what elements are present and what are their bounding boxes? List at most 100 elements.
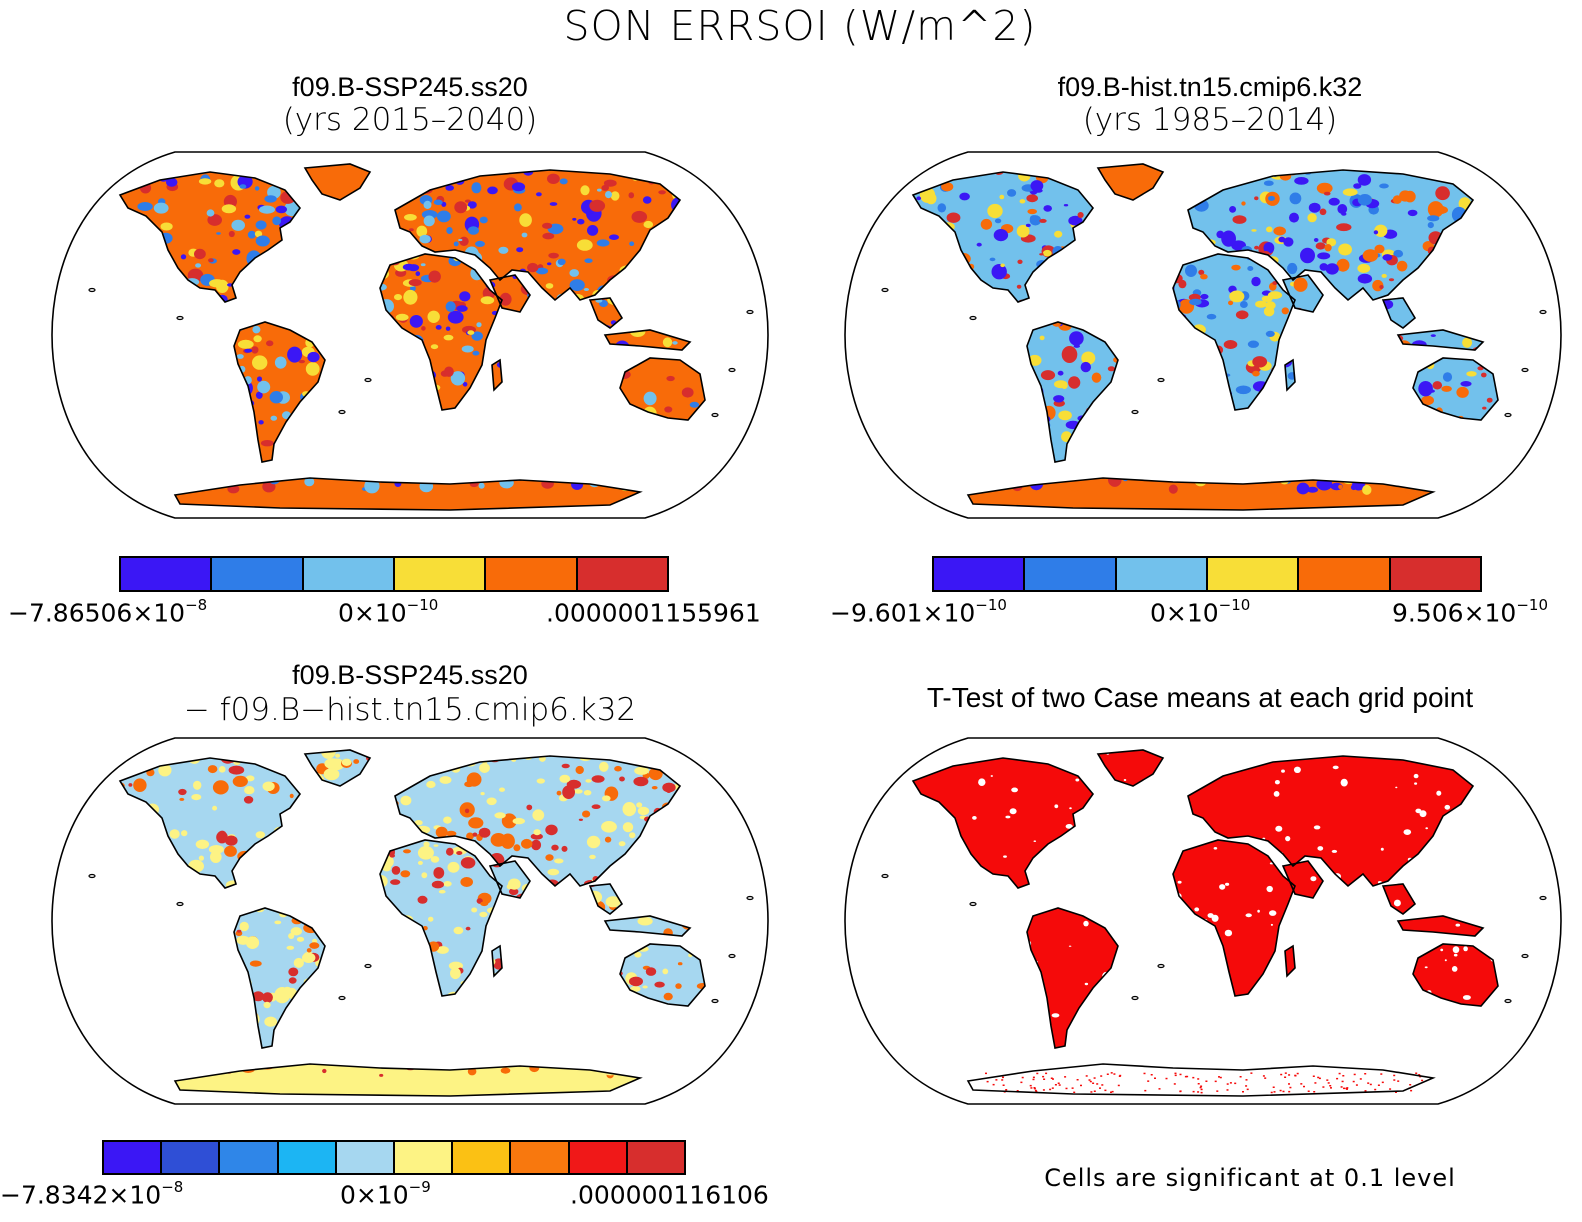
island: [1539, 895, 1547, 901]
island: [881, 287, 889, 293]
coastline-antarctica: [966, 477, 1436, 511]
panel2-subtitle: (yrs 1985–2014): [1082, 102, 1338, 138]
coastline-antarctica: [966, 1063, 1436, 1097]
panel1-colorbar: [119, 556, 669, 592]
panel1-tick-mid: 0×10−10: [338, 596, 439, 628]
island: [711, 998, 719, 1004]
coastline-africa: [1172, 253, 1296, 411]
panel4-map: [844, 737, 1562, 1105]
island: [338, 409, 346, 415]
landmass-antarctica: [175, 478, 640, 510]
coastline-greenland: [303, 163, 372, 201]
colorbar-swatch: [336, 1142, 396, 1173]
coastline-madagascar: [491, 944, 503, 978]
panel3-map: [51, 737, 769, 1105]
island: [88, 873, 96, 879]
coastline-eurasia: [1187, 169, 1475, 302]
colorbar-swatch: [121, 558, 213, 590]
coastline-northamerica: [911, 757, 1095, 889]
island: [176, 901, 184, 907]
island: [1521, 953, 1529, 959]
coastline-southamerica: [233, 321, 326, 463]
colorbar-swatch: [395, 1142, 454, 1173]
panel1-tick-min: −7.86506×10−8: [8, 596, 208, 628]
landmass-antarctica: [175, 1064, 640, 1096]
landmass-australia: [1413, 358, 1498, 420]
coastline-northamerica: [911, 171, 1095, 303]
colorbar-swatch: [220, 1142, 279, 1173]
coastline-antarctica: [173, 477, 643, 511]
coastline-greenland: [1096, 163, 1165, 201]
landmass-eurasia: [1188, 756, 1473, 886]
coastline-eurasia: [394, 169, 682, 302]
coastline-seasia: [1381, 883, 1417, 915]
panel2-tick-max: 9.506×10−10: [1392, 596, 1548, 628]
coastline-australia: [1412, 357, 1499, 421]
colorbar-swatch: [1116, 558, 1208, 590]
panel2-title: f09.B-hist.tn15.cmip6.k32: [1057, 72, 1363, 102]
coastline-eurasia: [1187, 755, 1475, 888]
landmass-antarctica: [968, 1064, 1433, 1096]
coastline-africa: [379, 839, 503, 997]
island: [728, 953, 736, 959]
island: [1504, 998, 1512, 1004]
island: [1504, 412, 1512, 418]
colorbar-swatch: [278, 1142, 337, 1173]
island: [1157, 377, 1165, 383]
landmass-australia: [1413, 944, 1498, 1006]
island: [338, 995, 346, 1001]
coastline-madagascar: [1284, 944, 1296, 978]
island: [969, 901, 977, 907]
coastline-australia: [1412, 943, 1499, 1007]
colorbar-swatch: [1390, 558, 1480, 590]
coastline-seasia: [588, 297, 624, 329]
colorbar-swatch: [627, 1142, 685, 1173]
panel2-colorbar: [932, 556, 1482, 592]
landmass-northamerica: [913, 758, 1093, 888]
coastline-northamerica: [118, 757, 302, 889]
panel3-title: f09.B-SSP245.ss20: [292, 660, 528, 690]
colorbar-swatch: [394, 558, 487, 590]
colorbar-swatch: [1299, 558, 1391, 590]
island: [711, 412, 719, 418]
panel1-tick-max: .0000001155961: [546, 598, 761, 628]
island: [881, 873, 889, 879]
colorbar-swatch: [303, 558, 395, 590]
coastline-indonesia: [1396, 329, 1485, 351]
landmass-eurasia: [395, 170, 680, 300]
coastline-southamerica: [233, 907, 326, 1049]
island: [746, 895, 754, 901]
coastline-seasia: [1381, 297, 1417, 329]
island: [746, 309, 754, 315]
colorbar-swatch: [511, 1142, 570, 1173]
island: [88, 287, 96, 293]
coastline-southamerica: [1026, 321, 1119, 463]
island: [364, 963, 372, 969]
colorbar-swatch: [934, 558, 1026, 590]
landmass-madagascar: [1285, 946, 1295, 976]
coastline-australia: [619, 357, 706, 421]
island: [364, 377, 372, 383]
colorbar-swatch: [162, 1142, 221, 1173]
panel4-note: Cells are significant at 0.1 level: [1044, 1164, 1456, 1192]
landmass-australia: [620, 944, 705, 1006]
island: [969, 315, 977, 321]
coastline-antarctica: [173, 1063, 643, 1097]
coastline-arabia: [1281, 274, 1324, 313]
island: [1131, 409, 1139, 415]
panel3-tick-mid: 0×10−9: [340, 1178, 431, 1210]
colorbar-swatch: [486, 558, 578, 590]
coastline-indonesia: [603, 329, 692, 351]
coastline-indonesia: [603, 915, 692, 937]
colorbar-swatch: [1025, 558, 1117, 590]
panel2-tick-mid: 0×10−10: [1150, 596, 1251, 628]
colorbar-swatch: [453, 1142, 512, 1173]
coastline-arabia: [488, 860, 531, 899]
panel2-tick-min: −9.601×10−10: [830, 596, 1007, 628]
coastline-greenland: [1096, 749, 1165, 787]
island: [176, 315, 184, 321]
island: [728, 367, 736, 373]
coastline-eurasia: [394, 755, 682, 888]
panel2-map: [844, 151, 1562, 519]
island: [1521, 367, 1529, 373]
